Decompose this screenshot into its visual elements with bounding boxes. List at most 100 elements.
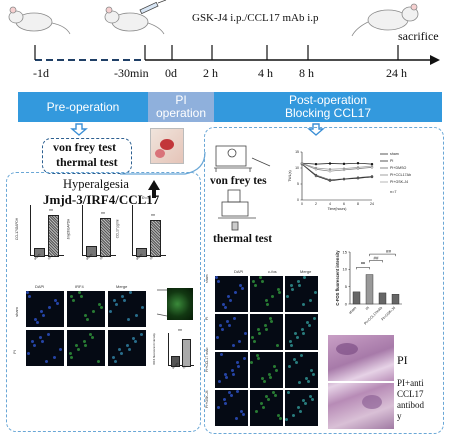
cell-nucleus xyxy=(84,344,88,348)
cell-nucleus xyxy=(298,380,302,384)
cell-nucleus xyxy=(270,320,274,324)
cell-nucleus xyxy=(239,283,243,287)
cell-nucleus xyxy=(225,376,229,380)
cell-nucleus xyxy=(140,332,144,336)
cell-nucleus xyxy=(224,401,228,405)
up-arrow-shaft xyxy=(152,189,156,198)
cell-nucleus xyxy=(276,287,280,291)
bar-chart-y-tick-label: 0 xyxy=(345,301,348,306)
tick-label-minus30min: -30min xyxy=(114,66,149,80)
cell-nucleus xyxy=(141,306,145,310)
sig-bracket-3 xyxy=(369,253,396,257)
left-subtitle: Jmjd-3/IRF4/CCL17 xyxy=(43,192,160,207)
tick-label-4h: 4 h xyxy=(258,66,273,80)
cell-nucleus xyxy=(69,294,73,298)
cell-nucleus xyxy=(256,328,260,332)
cell-nucleus xyxy=(252,279,256,283)
cell-nucleus xyxy=(74,344,78,348)
cell-nucleus xyxy=(313,316,317,320)
cell-nucleus xyxy=(291,413,295,417)
cell-nucleus xyxy=(250,361,254,365)
cell-nucleus xyxy=(232,372,236,376)
mini-chart-bar xyxy=(136,247,147,257)
cell-nucleus xyxy=(302,332,306,335)
cell-nucleus xyxy=(218,380,222,384)
cell-nucleus xyxy=(127,318,131,321)
right-micrograph-cell xyxy=(215,352,248,388)
sig-label-2: ## xyxy=(373,255,379,260)
line-point-PI+DMSO xyxy=(328,178,332,182)
legend-label-sham: sham xyxy=(390,152,399,156)
timeline-graphic xyxy=(8,0,440,65)
mini-chart-significance: ** xyxy=(101,211,105,218)
cell-nucleus xyxy=(262,380,266,384)
left-micrograph-cell xyxy=(108,291,146,327)
mini-chart-n: n=7 xyxy=(142,195,150,200)
cell-nucleus xyxy=(289,283,293,287)
cell-nucleus xyxy=(291,287,295,291)
mini-chart-significance: ** xyxy=(49,209,53,215)
cell-nucleus xyxy=(26,291,29,294)
sig-bracket-1 xyxy=(356,267,370,270)
cell-nucleus xyxy=(301,303,305,306)
mini-chart-x-axis xyxy=(132,255,166,256)
line-series-sham xyxy=(301,162,373,165)
tick-label-2h: 2 h xyxy=(203,66,218,80)
line-chart-x-tick-label: 4 xyxy=(329,202,331,206)
histology-label-anti-1: PI+anti xyxy=(397,378,424,388)
right-micrograph-cell xyxy=(215,276,248,312)
line-point-PI+GSK-J4 xyxy=(342,167,346,170)
histology-images xyxy=(328,335,394,429)
quant-ylabel: IRF4 fluorescent intensity xyxy=(151,333,156,365)
cell-nucleus xyxy=(241,413,245,417)
cell-nucleus xyxy=(59,348,63,351)
cell-nucleus xyxy=(293,332,297,336)
cell-nucleus xyxy=(120,351,124,355)
cell-nucleus xyxy=(46,332,50,336)
right-micrograph-cell xyxy=(215,390,248,426)
cell-nucleus xyxy=(97,302,101,306)
timeline-ticks xyxy=(34,45,399,60)
cell-nucleus xyxy=(264,299,268,303)
cell-nucleus xyxy=(222,398,226,402)
cell-nucleus xyxy=(215,276,218,279)
line-chart-x-tick-label: 0 xyxy=(301,202,303,206)
cell-nucleus xyxy=(77,291,81,294)
cell-nucleus xyxy=(263,324,267,328)
cell-nucleus xyxy=(226,320,230,324)
cell-nucleus xyxy=(228,298,232,302)
cell-nucleus xyxy=(286,390,290,394)
line-point-PI+GSK-J4 xyxy=(328,168,332,171)
down-arrow-icon-left xyxy=(70,123,88,136)
right-micrograph-cell xyxy=(285,314,318,350)
down-arrows xyxy=(70,123,325,136)
pre-test-thermal: thermal test xyxy=(56,155,118,169)
cell-nucleus xyxy=(237,364,241,368)
cell-nucleus xyxy=(251,335,255,339)
cell-nucleus xyxy=(266,302,270,306)
cell-nucleus xyxy=(91,310,95,314)
up-arrow-icon xyxy=(148,180,160,190)
cell-nucleus xyxy=(231,343,235,347)
cell-nucleus xyxy=(129,291,133,294)
mini-chart-ylabel: CCL17 pg/ml xyxy=(115,219,120,239)
cell-nucleus xyxy=(85,317,89,321)
cell-nucleus xyxy=(113,298,117,302)
cell-nucleus xyxy=(40,340,44,344)
cell-nucleus xyxy=(271,295,275,299)
right-micrograph-cell xyxy=(285,390,318,426)
cell-nucleus xyxy=(99,306,103,310)
tick-label-24h: 24 h xyxy=(386,66,407,80)
right-row-sham: sham xyxy=(205,274,209,283)
cell-nucleus xyxy=(238,339,242,343)
syringe-icon xyxy=(139,0,167,15)
cell-nucleus xyxy=(82,340,86,344)
cell-nucleus xyxy=(83,314,87,318)
histology-feature xyxy=(336,343,358,355)
mini-chart-significance: ** xyxy=(151,214,155,220)
cell-nucleus xyxy=(70,355,74,359)
quant-bar xyxy=(171,356,180,367)
bar-chart-y-tick-label: 5 xyxy=(345,284,348,289)
mouse-icon-left xyxy=(8,6,71,35)
line-series-PI+GSK-J4 xyxy=(301,162,373,170)
